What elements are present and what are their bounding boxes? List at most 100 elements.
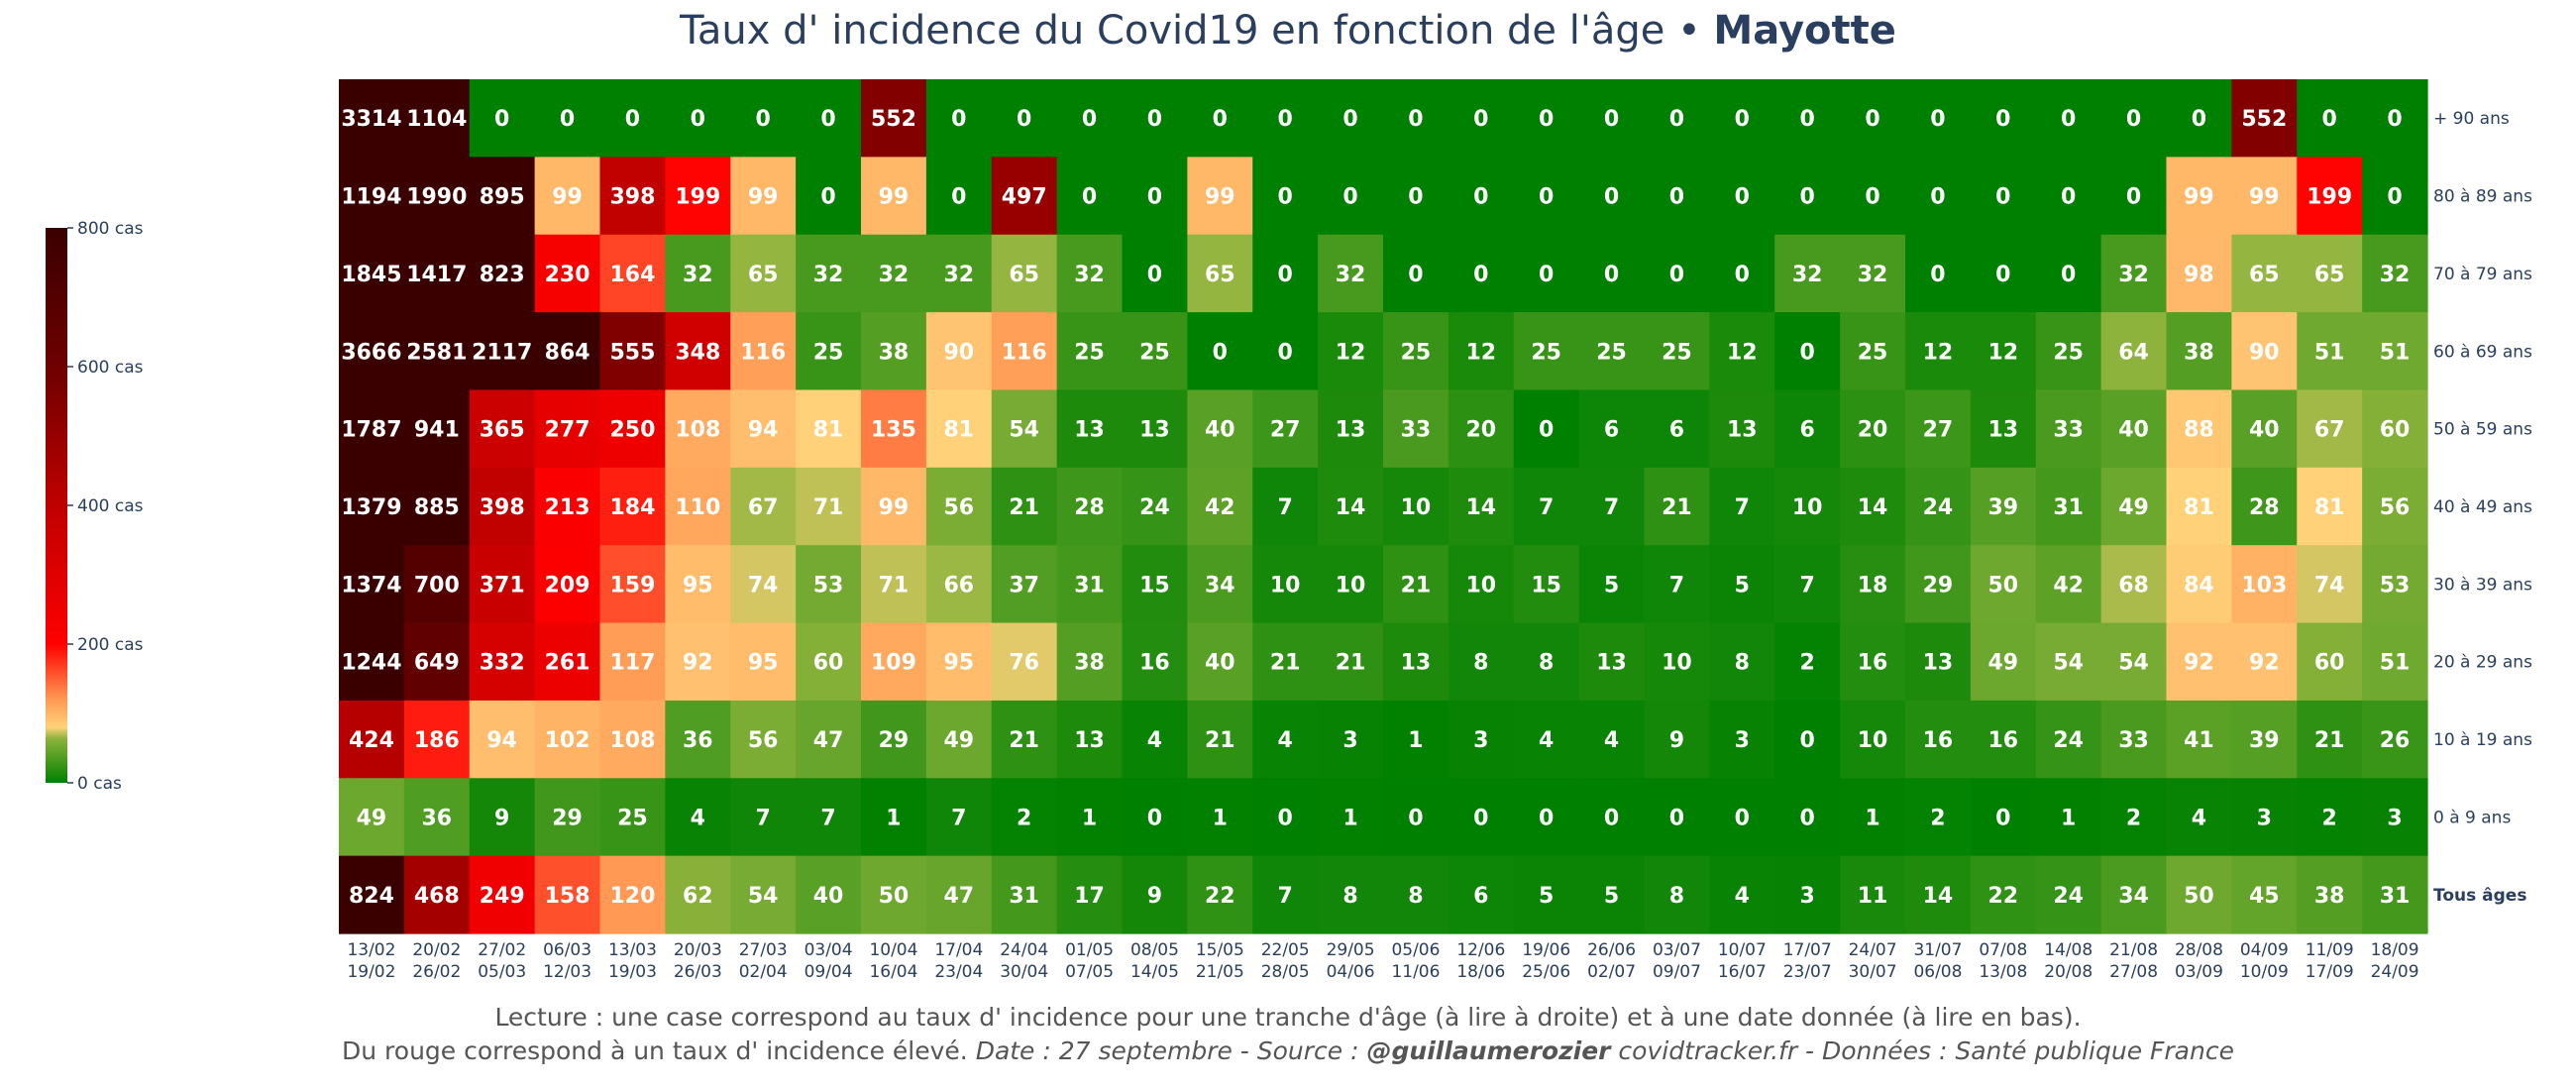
column-label-start: 13/03 — [608, 940, 657, 960]
heatmap-cell — [1578, 157, 1646, 236]
cell-value-label: 15 — [1531, 573, 1561, 598]
heatmap-cell — [1840, 79, 1906, 158]
heatmap-cell — [2297, 234, 2363, 313]
cell-value-label: 34 — [2118, 884, 2149, 909]
cell-value-label: 1194 — [341, 185, 401, 210]
cell-value-label: 3 — [1800, 884, 1815, 909]
heatmap-cell — [991, 545, 1058, 624]
heatmap-cell — [1318, 622, 1384, 702]
heatmap-cell — [2231, 700, 2298, 779]
column-label-end: 28/05 — [1261, 962, 1310, 982]
heatmap-cell — [1905, 778, 1972, 857]
cell-value-label: 38 — [2184, 340, 2214, 365]
cell-value-label: 1244 — [341, 651, 401, 676]
heatmap-cell — [339, 389, 405, 469]
cell-value-label: 4 — [2192, 806, 2206, 830]
cell-value-label: 398 — [609, 185, 655, 210]
cell-value-label: 81 — [2184, 495, 2214, 520]
cell-value-label: 0 — [2126, 185, 2141, 210]
heatmap-cell — [665, 855, 731, 934]
cell-value-label: 3 — [1735, 728, 1750, 753]
heatmap-cell — [2035, 467, 2102, 546]
cell-value-label: 0 — [1473, 185, 1488, 210]
heatmap-cell — [1774, 467, 1841, 546]
cell-value-label: 21 — [1205, 728, 1235, 753]
cell-value-label: 0 — [494, 107, 509, 132]
column-label-end: 06/08 — [1913, 962, 1962, 982]
column-label-end: 11/06 — [1391, 962, 1440, 982]
cell-value-label: 90 — [944, 340, 975, 365]
heatmap-cell — [861, 234, 927, 313]
heatmap-cell — [1774, 312, 1841, 391]
column-label-start: 12/06 — [1456, 940, 1505, 960]
heatmap-cell — [1578, 312, 1646, 391]
cell-value-label: 31 — [2380, 884, 2411, 909]
cell-value-label: 0 — [1147, 185, 1162, 210]
heatmap-cell — [339, 545, 405, 624]
heatmap-cell — [2231, 855, 2298, 934]
cell-value-label: 29 — [1923, 573, 1954, 598]
cell-value-label: 88 — [2184, 418, 2214, 443]
heatmap-cell — [403, 545, 471, 624]
cell-value-label: 12 — [1727, 340, 1758, 365]
cell-value-label: 66 — [944, 573, 975, 598]
cell-value-label: 0 — [1082, 185, 1097, 210]
cell-value-label: 497 — [1002, 185, 1047, 210]
heatmap-cell — [1318, 79, 1384, 158]
cell-value-label: 186 — [414, 728, 460, 753]
cell-value-label: 7 — [951, 806, 966, 830]
cell-value-label: 0 — [1473, 806, 1488, 830]
cell-value-label: 20 — [1466, 418, 1497, 443]
cell-value-label: 0 — [951, 185, 966, 210]
cell-value-label: 0 — [1800, 340, 1815, 365]
heatmap-cell — [2035, 545, 2102, 624]
column-label-end: 04/06 — [1327, 962, 1375, 982]
heatmap-cell — [1252, 389, 1319, 469]
footer-author[interactable]: @guillaumerozier — [1366, 1036, 1611, 1065]
cell-value-label: 67 — [2314, 418, 2345, 443]
heatmap-cell — [665, 622, 731, 702]
cell-value-label: 29 — [879, 728, 910, 753]
cell-value-label: 56 — [748, 728, 779, 753]
heatmap-cell — [1187, 545, 1253, 624]
heatmap-cell — [2100, 622, 2168, 702]
heatmap-cell — [2166, 234, 2232, 313]
column-label-start: 05/06 — [1391, 940, 1440, 960]
cell-value-label: 1 — [1865, 806, 1879, 830]
cell-value-label: 13 — [1074, 728, 1105, 753]
heatmap-cell — [2231, 545, 2298, 624]
cell-value-label: 199 — [675, 185, 720, 210]
column-label-start: 20/03 — [674, 940, 722, 960]
heatmap-cell — [861, 700, 927, 779]
heatmap-cell — [1318, 157, 1384, 236]
cell-value-label: 31 — [2053, 495, 2084, 520]
column-label-end: 17/09 — [2306, 962, 2354, 982]
heatmap-cell — [1970, 312, 2037, 391]
cell-value-label: 29 — [552, 806, 583, 830]
cell-value-label: 2 — [2322, 806, 2337, 830]
cell-value-label: 6 — [1800, 418, 1815, 443]
cell-value-label: 24 — [2053, 728, 2084, 753]
cell-value-label: 0 — [951, 107, 966, 132]
cell-value-label: 25 — [1139, 340, 1170, 365]
heatmap-cell — [1774, 157, 1841, 236]
cell-value-label: 5 — [1604, 884, 1619, 909]
cell-value-label: 0 — [1473, 107, 1488, 132]
column-label-end: 03/09 — [2175, 962, 2223, 982]
column-label-end: 16/07 — [1718, 962, 1767, 982]
column-label-end: 21/05 — [1196, 962, 1244, 982]
heatmap-cell — [991, 157, 1058, 236]
column-label-end: 12/03 — [543, 962, 591, 982]
cell-value-label: 1990 — [406, 185, 467, 210]
column-label-end: 16/04 — [869, 962, 917, 982]
heatmap-cell — [599, 467, 666, 546]
cell-value-label: 0 — [1147, 107, 1162, 132]
heatmap-cell — [1644, 622, 1710, 702]
cell-value-label: 21 — [1009, 728, 1039, 753]
cell-value-label: 13 — [1923, 651, 1954, 676]
cell-value-label: 0 — [1735, 806, 1750, 830]
cell-value-label: 24 — [1139, 495, 1170, 520]
column-label-start: 31/07 — [1913, 940, 1962, 960]
heatmap-cell — [1187, 700, 1253, 779]
cell-value-label: 0 — [1213, 107, 1228, 132]
